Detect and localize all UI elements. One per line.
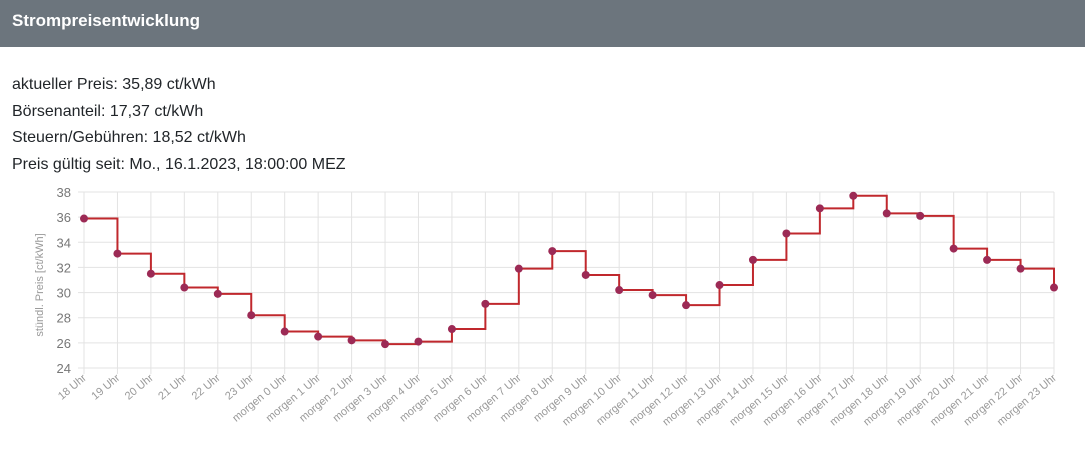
x-tick-label: morgen 21 Uhr — [928, 372, 992, 429]
y-axis-ticks: 24 26 28 30 32 34 36 38 — [57, 185, 71, 376]
data-points — [80, 191, 1058, 349]
y-tick-label: 28 — [57, 311, 71, 326]
y-tick-label: 32 — [57, 260, 71, 275]
data-point — [280, 327, 289, 336]
x-tick-label: morgen 23 Uhr — [995, 372, 1059, 429]
data-point — [949, 244, 958, 253]
data-point — [849, 191, 858, 200]
price-info: aktueller Preis: 35,89 ct/kWh Börsenante… — [12, 72, 346, 178]
panel-title: Strompreisentwicklung — [12, 11, 200, 30]
data-point — [648, 291, 657, 300]
data-point — [916, 211, 925, 220]
x-axis-ticks: 18 Uhr 19 Uhr 20 Uhr 21 Uhr 22 Uhr 23 Uhrmorg… — [56, 372, 1059, 429]
x-tick-label: 21 Uhr — [156, 372, 189, 403]
price-step-line — [84, 194, 1055, 346]
data-point — [347, 336, 356, 345]
data-point — [782, 229, 791, 238]
x-tick-label: morgen 17 Uhr — [794, 372, 858, 429]
x-tick-label: morgen 13 Uhr — [661, 372, 725, 429]
x-tick-label: morgen 14 Uhr — [694, 372, 758, 429]
data-point — [80, 214, 88, 223]
data-point — [447, 325, 456, 334]
data-point — [113, 249, 122, 258]
data-point — [815, 204, 824, 213]
data-point — [514, 264, 523, 273]
price-chart: 24 26 28 30 32 34 36 38 18 Uhr 19 Uhr 20 Uhr 21 Uh… — [34, 185, 1059, 429]
x-tick-label: morgen 18 Uhr — [828, 372, 892, 429]
x-tick-label: morgen 12 Uhr — [627, 372, 691, 429]
data-point — [247, 311, 256, 320]
data-point — [414, 337, 423, 346]
y-axis-label: stündl. Preis [ct/kWh] — [34, 233, 46, 336]
data-point — [146, 269, 155, 278]
x-tick-label: 22 Uhr — [190, 372, 223, 403]
current-price-text: aktueller Preis: 35,89 ct/kWh — [12, 76, 216, 93]
x-tick-label: 20 Uhr — [123, 372, 156, 403]
data-point — [682, 301, 691, 310]
taxes-fees-text: Steuern/Gebühren: 18,52 ct/kWh — [12, 129, 246, 146]
data-point — [882, 209, 891, 218]
exchange-share-text: Börsenanteil: 17,37 ct/kWh — [12, 102, 204, 120]
data-point — [748, 255, 757, 264]
chart-grid — [78, 191, 1055, 374]
x-tick-label: morgen 19 Uhr — [861, 372, 925, 429]
x-tick-label: morgen 16 Uhr — [761, 372, 825, 429]
y-tick-label: 24 — [57, 361, 71, 376]
panel-header: Strompreisentwicklung — [0, 0, 1085, 47]
x-tick-label: morgen 10 Uhr — [560, 372, 624, 429]
y-tick-label: 38 — [57, 185, 71, 200]
y-tick-label: 34 — [57, 235, 71, 250]
data-point — [581, 270, 590, 279]
data-point — [1050, 283, 1058, 292]
valid-since-text: Preis gültig seit: Mo., 16.1.2023, 18:00… — [12, 155, 346, 173]
data-point — [715, 281, 724, 290]
x-tick-label: morgen 22 Uhr — [962, 372, 1026, 429]
y-tick-label: 26 — [57, 336, 71, 351]
data-point — [481, 299, 490, 308]
data-point — [615, 286, 624, 295]
data-point — [983, 255, 992, 264]
y-tick-label: 36 — [57, 210, 71, 225]
y-tick-label: 30 — [57, 286, 71, 301]
x-tick-label: morgen 20 Uhr — [895, 372, 959, 429]
data-point — [314, 332, 323, 341]
data-point — [548, 247, 557, 256]
data-point — [381, 340, 390, 349]
data-point — [180, 283, 189, 292]
data-point — [213, 289, 222, 298]
data-point — [1016, 264, 1025, 273]
x-tick-label: 18 Uhr — [56, 372, 89, 403]
x-tick-label: 19 Uhr — [89, 372, 122, 403]
x-tick-label: morgen 15 Uhr — [727, 372, 791, 429]
